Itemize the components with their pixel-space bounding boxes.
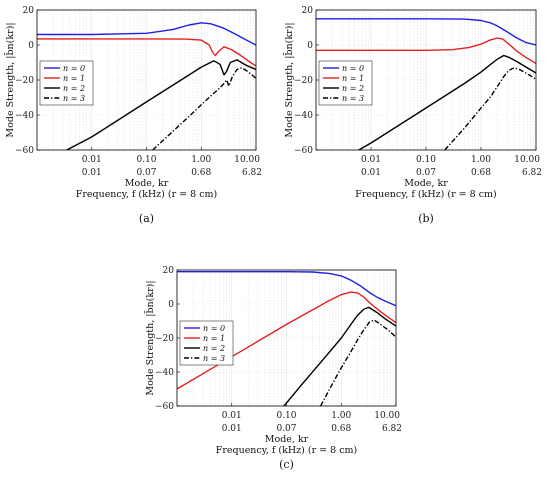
y-tick-label: −20 (155, 334, 174, 344)
y-tick-label: −40 (155, 368, 174, 378)
x-axis-label-2: Frequency, f (kHz) (r = 8 cm) (355, 189, 497, 200)
series-group (177, 271, 396, 406)
legend-label-n3: n = 3 (342, 94, 364, 103)
series-line-n0 (177, 271, 396, 307)
y-tick-label: 0 (307, 41, 313, 51)
x-axis-label-2: Frequency, f (kHz) (r = 8 cm) (216, 445, 358, 456)
y-tick-label: −60 (294, 146, 313, 156)
y-tick-label: 20 (163, 266, 175, 276)
x-axis-label-2: Frequency, f (kHz) (r = 8 cm) (76, 189, 218, 200)
chart-panel-2: 20 0 −20 −40 −60 0.01 0.01 0.10 0.07 1.00 0.68 10.0… (283, 6, 542, 225)
chart-panel-1: 20 0 −20 −40 −60 0.01 0.01 0.10 0.07 1.00 0.68 10.0… (4, 6, 262, 225)
y-tick-label: −60 (15, 146, 34, 156)
legend-label-n2: n = 2 (203, 344, 225, 353)
x-axis-label: Mode, kr (265, 434, 309, 445)
freq-tick-label: 6.82 (382, 424, 402, 434)
legend-label-n1: n = 1 (63, 74, 85, 83)
series-line-n2 (66, 59, 256, 150)
x-tick-label: 1.00 (471, 155, 491, 165)
legend-label-n3: n = 3 (63, 94, 85, 103)
y-tick-label: −60 (155, 402, 174, 412)
x-tick-label: 1.00 (191, 155, 211, 165)
x-tick-label: 0.01 (361, 155, 381, 165)
legend-label-n1: n = 1 (203, 334, 225, 343)
freq-tick-label: 0.01 (222, 424, 242, 434)
chart-panel-3: 20 0 −20 −40 −60 0.01 0.01 0.10 0.07 1.00 0.68 10.0… (144, 266, 402, 471)
y-tick-label: 20 (302, 6, 314, 16)
y-axis-label: Mode Strength, |b̄n(kr)| (144, 280, 156, 395)
legend-label-n2: n = 2 (342, 84, 364, 93)
x-axis-label: Mode, kr (404, 178, 448, 189)
x-tick-label: 1.00 (331, 411, 351, 421)
series-line-n1 (316, 37, 536, 65)
legend-label-n0: n = 0 (63, 64, 85, 73)
x-tick-label: 0.10 (136, 155, 156, 165)
legend: n = 0n = 1n = 2n = 3 (179, 320, 234, 366)
freq-tick-label: 0.68 (331, 424, 351, 434)
series-group (37, 22, 256, 150)
y-tick-label: −20 (294, 76, 313, 86)
freq-tick-label: 6.82 (242, 168, 262, 178)
y-tick-label: −20 (15, 76, 34, 86)
y-axis-label: Mode Strength, |b̄n(kr)| (283, 22, 295, 137)
freq-tick-label: 0.07 (136, 168, 156, 178)
y-tick-label: −40 (294, 111, 313, 121)
freq-tick-label: 0.07 (416, 168, 436, 178)
x-tick-label: 10.00 (374, 411, 400, 421)
legend-label-n3: n = 3 (203, 354, 225, 363)
x-axis-label: Mode, kr (125, 178, 169, 189)
x-tick-label: 10.00 (514, 155, 540, 165)
panel-caption: (b) (418, 212, 434, 225)
y-tick-label: 0 (168, 300, 174, 310)
freq-tick-label: 0.01 (82, 168, 102, 178)
y-tick-label: 20 (23, 6, 35, 16)
series-line-n1 (177, 291, 396, 390)
x-tick-label: 10.00 (234, 155, 260, 165)
y-tick-label: −40 (15, 111, 34, 121)
y-axis-label: Mode Strength, |b̄n(kr)| (4, 22, 16, 137)
freq-tick-label: 0.68 (191, 168, 211, 178)
x-tick-label: 0.01 (222, 411, 242, 421)
freq-tick-label: 0.01 (361, 168, 381, 178)
freq-tick-label: 0.07 (276, 424, 296, 434)
panel-caption: (c) (279, 458, 294, 471)
panel-caption: (a) (139, 212, 154, 225)
legend: n = 0n = 1n = 2n = 3 (39, 60, 94, 106)
series-line-n3 (152, 67, 256, 150)
freq-tick-label: 0.68 (471, 168, 491, 178)
legend-label-n1: n = 1 (342, 74, 364, 83)
series-line-n3 (444, 67, 536, 150)
series-line-n3 (319, 319, 396, 406)
y-tick-label: 0 (28, 41, 34, 51)
series-line-n2 (358, 54, 536, 150)
series-group (316, 18, 536, 150)
freq-tick-label: 6.82 (522, 168, 542, 178)
legend-label-n2: n = 2 (63, 84, 85, 93)
legend-label-n0: n = 0 (203, 324, 225, 333)
x-tick-label: 0.01 (82, 155, 102, 165)
series-line-n1 (37, 38, 256, 67)
legend-label-n0: n = 0 (342, 64, 364, 73)
legend: n = 0n = 1n = 2n = 3 (318, 60, 373, 106)
series-line-n0 (316, 18, 536, 46)
x-tick-label: 0.10 (276, 411, 296, 421)
x-tick-label: 0.10 (416, 155, 436, 165)
series-line-n2 (283, 306, 396, 406)
series-line-n0 (37, 22, 256, 46)
